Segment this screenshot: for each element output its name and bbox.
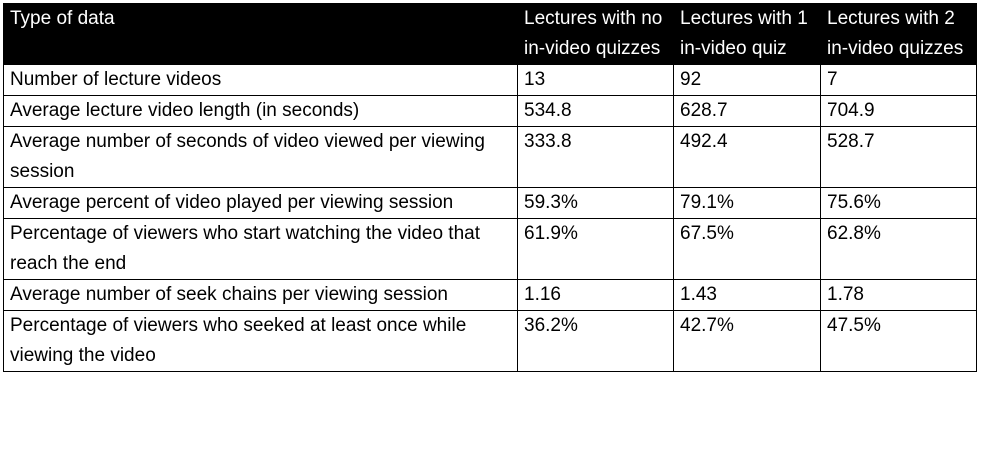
cell-value: 61.9% (517, 218, 674, 280)
row-label: Average lecture video length (in seconds… (3, 95, 518, 127)
cell-value: 492.4 (673, 126, 821, 188)
row-label: Average percent of video played per view… (3, 187, 518, 219)
table-row: Percentage of viewers who start watching… (3, 218, 977, 280)
cell-value: 36.2% (517, 310, 674, 372)
header-no-quizzes: Lectures with no in-video quizzes (517, 3, 674, 65)
table-row: Average number of seconds of video viewe… (3, 126, 977, 188)
row-label: Percentage of viewers who start watching… (3, 218, 518, 280)
cell-value: 67.5% (673, 218, 821, 280)
cell-value: 628.7 (673, 95, 821, 127)
cell-value: 75.6% (820, 187, 977, 219)
row-label: Average number of seek chains per viewin… (3, 279, 518, 311)
cell-value: 47.5% (820, 310, 977, 372)
cell-value: 79.1% (673, 187, 821, 219)
header-one-quiz: Lectures with 1 in-video quiz (673, 3, 821, 65)
table-row: Average number of seek chains per viewin… (3, 279, 977, 311)
cell-value: 7 (820, 64, 977, 96)
row-label: Number of lecture videos (3, 64, 518, 96)
cell-value: 13 (517, 64, 674, 96)
cell-value: 704.9 (820, 95, 977, 127)
table-header-row: Type of data Lectures with no in-video q… (3, 3, 977, 65)
cell-value: 528.7 (820, 126, 977, 188)
header-type-of-data: Type of data (3, 3, 518, 65)
lecture-quiz-table: Type of data Lectures with no in-video q… (3, 3, 977, 372)
cell-value: 59.3% (517, 187, 674, 219)
table-row: Percentage of viewers who seeked at leas… (3, 310, 977, 372)
cell-value: 1.43 (673, 279, 821, 311)
row-label: Percentage of viewers who seeked at leas… (3, 310, 518, 372)
table-row: Average percent of video played per view… (3, 187, 977, 219)
table-row: Average lecture video length (in seconds… (3, 95, 977, 127)
row-label: Average number of seconds of video viewe… (3, 126, 518, 188)
cell-value: 534.8 (517, 95, 674, 127)
header-two-quizzes: Lectures with 2 in-video quizzes (820, 3, 977, 65)
cell-value: 333.8 (517, 126, 674, 188)
cell-value: 92 (673, 64, 821, 96)
cell-value: 62.8% (820, 218, 977, 280)
cell-value: 1.16 (517, 279, 674, 311)
table-row: Number of lecture videos 13 92 7 (3, 64, 977, 96)
cell-value: 42.7% (673, 310, 821, 372)
cell-value: 1.78 (820, 279, 977, 311)
